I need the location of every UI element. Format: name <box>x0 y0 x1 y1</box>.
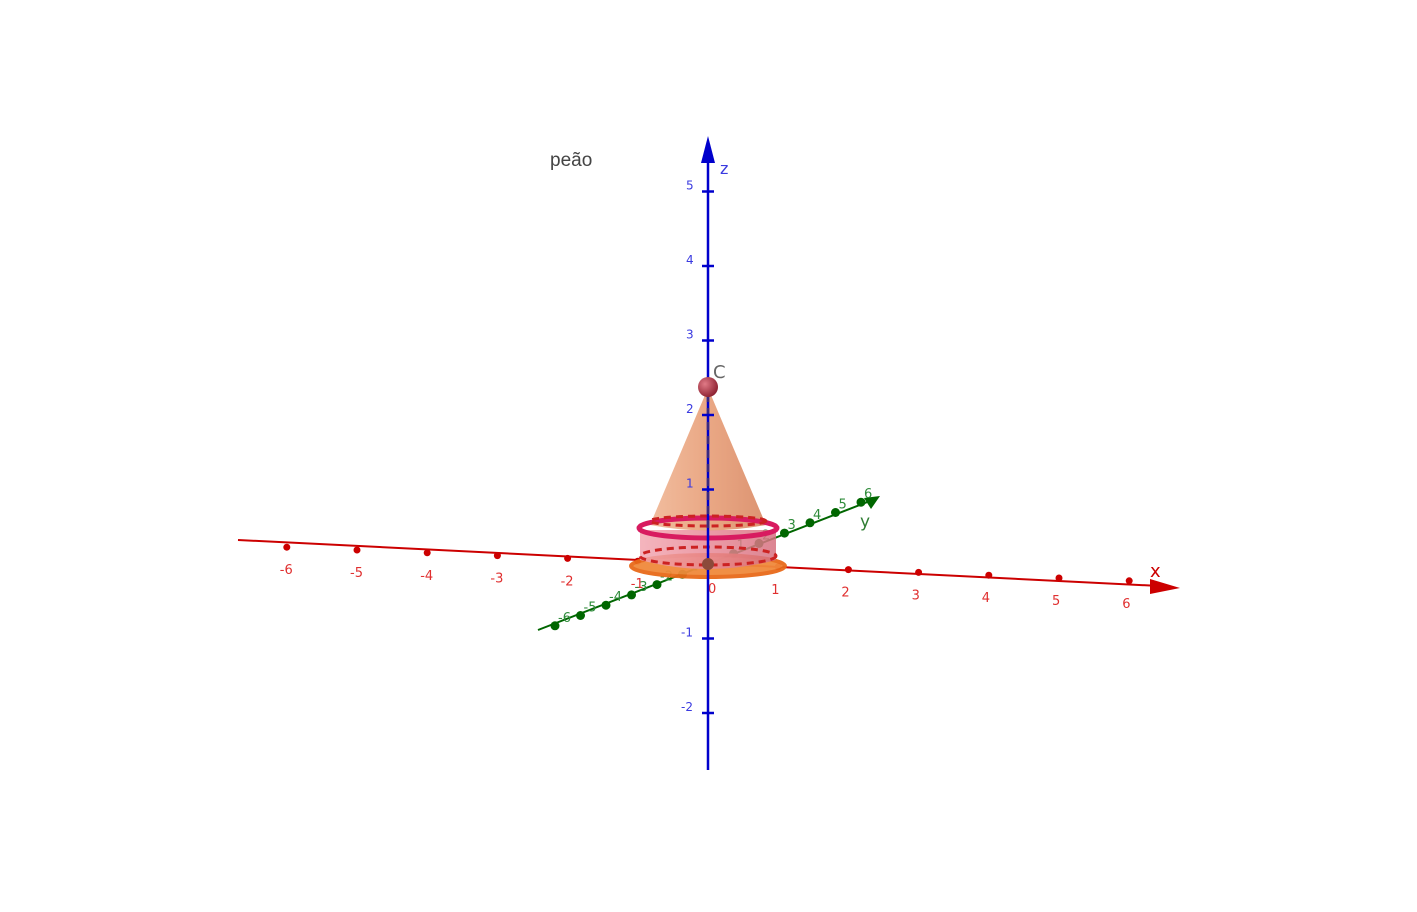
x-tick-mark <box>493 552 501 560</box>
x-tick-label: -2 <box>561 574 574 589</box>
x-axis-arrow <box>1150 579 1180 594</box>
y-tick-mark <box>831 508 840 517</box>
x-tick-mark <box>283 543 291 551</box>
y-tick-label: -3 <box>635 580 648 595</box>
x-tick-mark <box>844 566 852 574</box>
x-tick-label: -1 <box>631 577 644 592</box>
x-tick-mark <box>564 554 572 562</box>
y-axis-label: y <box>860 512 870 532</box>
y-axis-arrow <box>864 496 880 509</box>
y-tick-mark <box>627 590 636 600</box>
x-tick-label: 3 <box>912 588 920 603</box>
z-tick-label: -1 <box>681 626 693 640</box>
x-tick-label: 4 <box>982 591 990 606</box>
object-label-peao[interactable]: peão <box>550 150 593 171</box>
y-tick-label: -4 <box>609 590 622 605</box>
z-axis: z -2 -1 1 2 3 4 5 <box>681 136 728 770</box>
x-tick-label: 5 <box>1052 594 1060 609</box>
x-tick-mark <box>985 571 993 579</box>
z-tick-label: 4 <box>686 253 694 267</box>
y-tick-mark <box>576 611 585 620</box>
x-tick-label: -6 <box>280 563 293 578</box>
x-axis-label: x <box>1150 561 1161 582</box>
y-tick-mark <box>550 621 560 631</box>
z-tick-label: 3 <box>686 328 694 342</box>
y-tick-mark <box>652 580 662 590</box>
x-tick-label: -4 <box>420 569 433 584</box>
x-tick-label: 1 <box>771 583 779 598</box>
z-axis-label: z <box>720 159 728 178</box>
y-tick-label: 6 <box>864 487 872 502</box>
y-tick-mark <box>856 497 866 507</box>
x-tick-mark <box>915 568 923 576</box>
x-tick-label: 0 <box>708 582 716 597</box>
x-tick-mark <box>423 549 431 557</box>
x-tick-label: 2 <box>841 586 849 601</box>
x-tick-label: -5 <box>350 566 363 581</box>
x-tick-label: -3 <box>490 572 503 587</box>
y-tick-label: 4 <box>813 508 821 523</box>
x-tick-label: 6 <box>1122 597 1130 612</box>
y-tick-mark <box>805 518 815 528</box>
y-tick-mark <box>780 528 789 538</box>
z-tick-label: -2 <box>681 700 693 714</box>
x-tick-mark <box>1125 577 1133 585</box>
z-tick-label: 1 <box>686 477 694 491</box>
z-tick-label: 2 <box>686 402 694 416</box>
y-tick-mark <box>601 600 611 610</box>
x-tick-mark <box>353 546 361 554</box>
z-tick-label: 5 <box>686 179 694 193</box>
z-axis-arrow <box>701 136 715 163</box>
point-c[interactable]: C <box>698 362 726 397</box>
y-tick-label: -5 <box>584 601 597 616</box>
dashed-top-circle <box>648 514 768 528</box>
point-c-label: C <box>713 362 726 383</box>
x-tick-mark <box>1055 574 1063 582</box>
y-tick-label: -6 <box>558 611 571 626</box>
y-tick-label: 3 <box>788 518 796 533</box>
y-tick-label: 5 <box>839 498 847 513</box>
origin-point[interactable] <box>702 558 714 570</box>
